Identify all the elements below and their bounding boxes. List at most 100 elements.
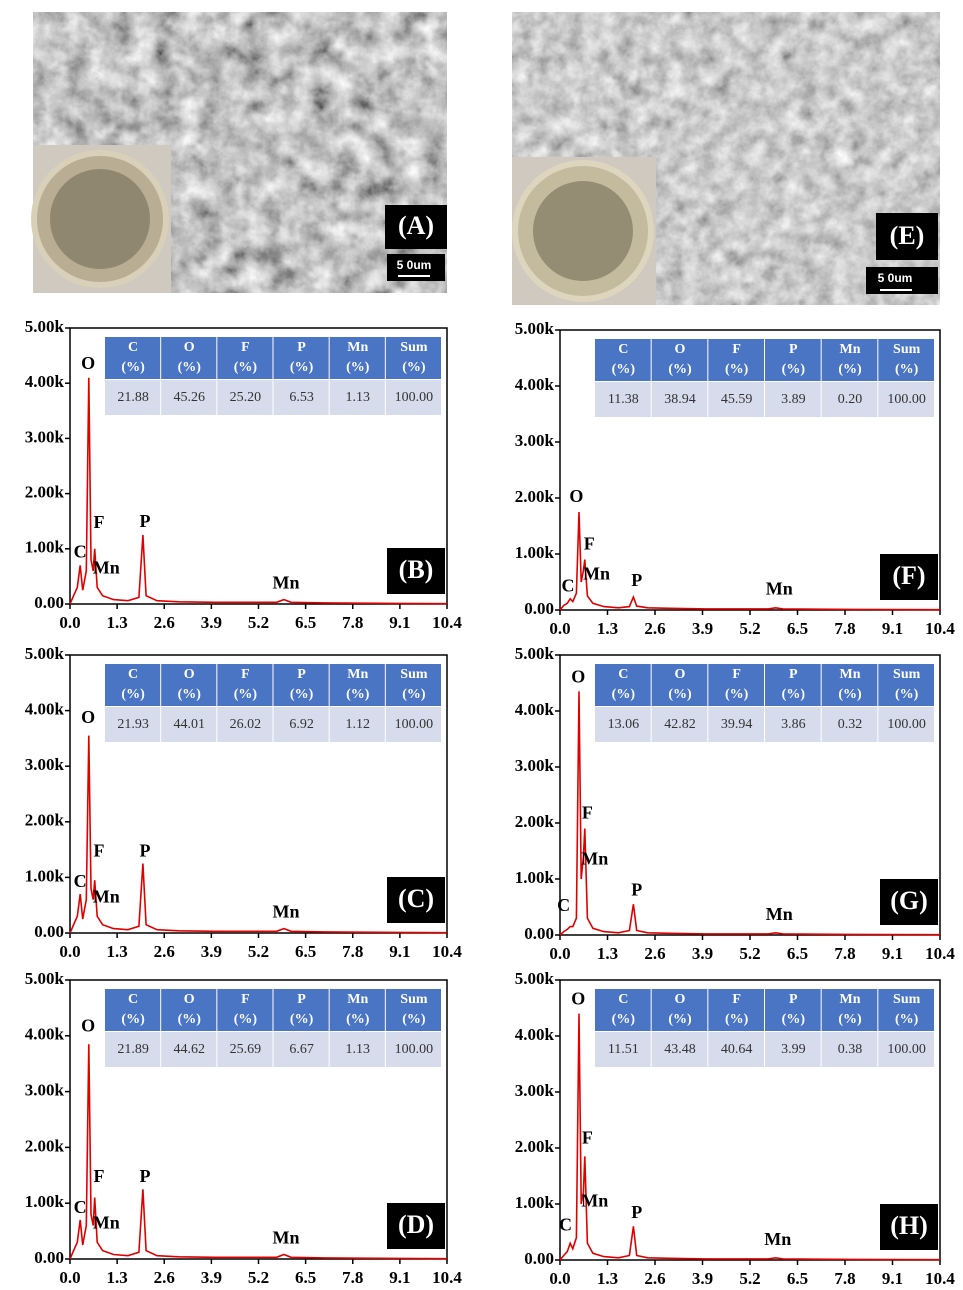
- y-tick-label: 4.00k: [515, 1025, 555, 1044]
- table-header: (%): [402, 687, 426, 702]
- table-value: 1.13: [346, 390, 371, 405]
- table-value: 1.12: [346, 717, 371, 732]
- x-tick-label: 0.0: [549, 1269, 570, 1288]
- x-tick-label: 0.0: [59, 1268, 80, 1287]
- y-tick-label: 4.00k: [25, 700, 65, 719]
- table-header: F: [241, 340, 250, 355]
- x-tick-label: 0.0: [549, 944, 570, 963]
- page: {"panels":[{"label":"(A)","scale_bar":"5…: [0, 0, 963, 1290]
- y-tick-label: 0.00: [524, 599, 554, 618]
- table-header: P: [297, 992, 306, 1007]
- x-tick-label: 1.3: [597, 944, 618, 963]
- table-header: C: [128, 340, 138, 355]
- table-value: 44.01: [174, 717, 206, 732]
- peak-label: Mn: [273, 572, 300, 592]
- table-header: Sum: [893, 667, 921, 682]
- peak-label: O: [81, 1016, 95, 1036]
- peak-label: F: [94, 1166, 105, 1186]
- table-header: Mn: [840, 342, 861, 357]
- x-tick-label: 3.9: [201, 1268, 222, 1287]
- peak-label: Mn: [93, 557, 120, 577]
- peak-label: O: [571, 667, 585, 687]
- table-header: Mn: [347, 667, 368, 682]
- table-value: 38.94: [664, 392, 696, 407]
- peak-label: O: [81, 707, 95, 727]
- y-tick-label: 1.00k: [515, 1193, 555, 1212]
- table-header: (%): [346, 1012, 370, 1027]
- x-tick-label: 7.8: [342, 942, 363, 961]
- table-header: C: [128, 992, 138, 1007]
- table-header: (%): [668, 687, 692, 702]
- scale-bar-label: 5 0um: [878, 271, 913, 285]
- table-header: Mn: [347, 340, 368, 355]
- y-tick-label: 4.00k: [515, 700, 555, 719]
- peak-label: Mn: [93, 1213, 120, 1233]
- y-tick-label: 1.00k: [25, 538, 65, 557]
- peak-label: O: [571, 988, 585, 1008]
- table-header: P: [297, 667, 306, 682]
- table-header: Sum: [893, 342, 921, 357]
- table-header: Mn: [840, 667, 861, 682]
- table-header: O: [184, 992, 195, 1007]
- table-value: 11.38: [608, 392, 639, 407]
- x-tick-label: 9.1: [882, 619, 903, 638]
- x-tick-label: 10.4: [925, 619, 955, 638]
- table-header: O: [675, 992, 686, 1007]
- x-tick-label: 5.2: [739, 944, 760, 963]
- x-tick-label: 0.0: [549, 619, 570, 638]
- table-header: C: [618, 342, 628, 357]
- scale-bar-label: 5 0um: [397, 258, 432, 272]
- table-header: (%): [234, 1012, 258, 1027]
- peak-label: F: [582, 1128, 593, 1148]
- panel-label: (B): [399, 555, 434, 584]
- peak-label: P: [631, 1202, 642, 1222]
- peak-label: F: [94, 841, 105, 861]
- table-header: (%): [121, 360, 145, 375]
- table-value: 45.26: [174, 390, 206, 405]
- table-header: (%): [178, 360, 202, 375]
- y-tick-label: 4.00k: [515, 375, 555, 394]
- x-tick-label: 5.2: [248, 613, 269, 632]
- panel-label: (H): [890, 1211, 928, 1240]
- table-header: Sum: [400, 992, 428, 1007]
- peak-label: F: [582, 803, 593, 823]
- table-header: O: [184, 667, 195, 682]
- table-header: O: [184, 340, 195, 355]
- figure: (A) 5 0um (E) 5 0um 0.001.00k2.00k3.00k4…: [0, 0, 963, 1290]
- table-value: 6.67: [289, 1042, 314, 1057]
- table-value: 25.20: [230, 390, 262, 405]
- table-value: 25.69: [230, 1042, 262, 1057]
- peak-label: P: [140, 841, 151, 861]
- table-header: (%): [402, 360, 426, 375]
- table-header: (%): [178, 1012, 202, 1027]
- x-tick-label: 6.5: [295, 942, 316, 961]
- peak-label: C: [562, 576, 575, 596]
- y-tick-label: 5.00k: [515, 969, 555, 988]
- x-tick-label: 5.2: [739, 1269, 760, 1288]
- x-tick-label: 1.3: [107, 613, 128, 632]
- y-tick-label: 1.00k: [515, 543, 555, 562]
- table-header: P: [789, 667, 798, 682]
- y-tick-label: 0.00: [34, 593, 64, 612]
- table-header: F: [241, 667, 250, 682]
- table-value: 100.00: [395, 1042, 434, 1057]
- table-value: 43.48: [664, 1042, 696, 1057]
- x-tick-label: 5.2: [248, 942, 269, 961]
- y-tick-label: 2.00k: [25, 1136, 65, 1155]
- table-header: Sum: [893, 992, 921, 1007]
- x-tick-label: 6.5: [295, 1268, 316, 1287]
- table-value: 0.32: [838, 717, 863, 732]
- x-tick-label: 9.1: [882, 944, 903, 963]
- table-header: F: [241, 992, 250, 1007]
- table-header: (%): [782, 687, 806, 702]
- table-header: (%): [668, 362, 692, 377]
- x-tick-label: 5.2: [248, 1268, 269, 1287]
- x-tick-label: 6.5: [787, 619, 808, 638]
- table-value: 11.51: [608, 1042, 639, 1057]
- y-tick-label: 0.00: [34, 1248, 64, 1267]
- table-value: 100.00: [887, 392, 926, 407]
- x-tick-label: 6.5: [787, 1269, 808, 1288]
- x-tick-label: 10.4: [432, 613, 462, 632]
- x-tick-label: 1.3: [107, 942, 128, 961]
- table-value: 40.64: [721, 1042, 753, 1057]
